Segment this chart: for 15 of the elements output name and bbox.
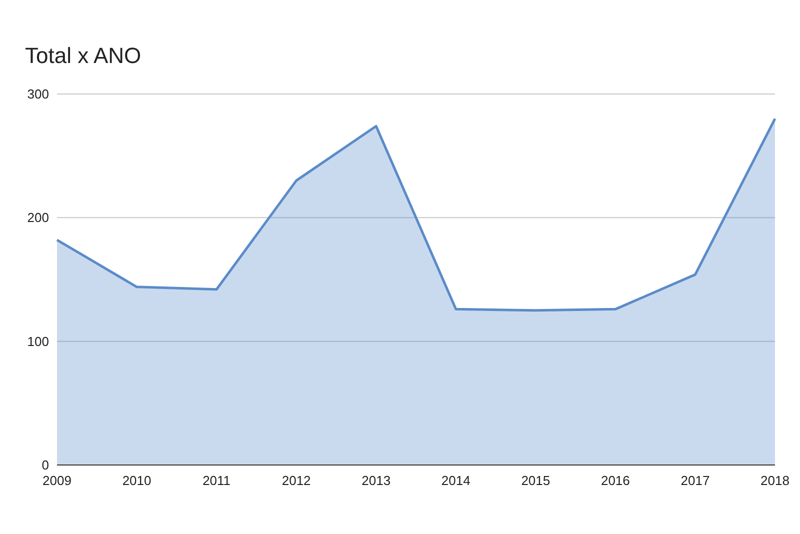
x-tick-label: 2011 [202, 473, 231, 488]
x-tick-label: 2010 [122, 473, 152, 488]
x-tick-label: 2014 [441, 473, 470, 488]
x-tick-label: 2009 [42, 473, 72, 488]
x-tick-label: 2013 [362, 473, 391, 488]
x-tick-label: 2016 [600, 473, 630, 488]
y-tick-label: 100 [27, 334, 49, 349]
chart-title: Total x ANO [25, 43, 142, 68]
x-tick-label: 2018 [760, 473, 790, 488]
y-tick-label: 200 [27, 210, 49, 226]
x-tick-label: 2017 [680, 473, 710, 488]
x-tick-label: 2015 [521, 473, 550, 488]
y-tick-label: 0 [42, 458, 49, 473]
x-tick-label: 2012 [282, 473, 311, 488]
y-tick-label: 300 [27, 86, 49, 102]
